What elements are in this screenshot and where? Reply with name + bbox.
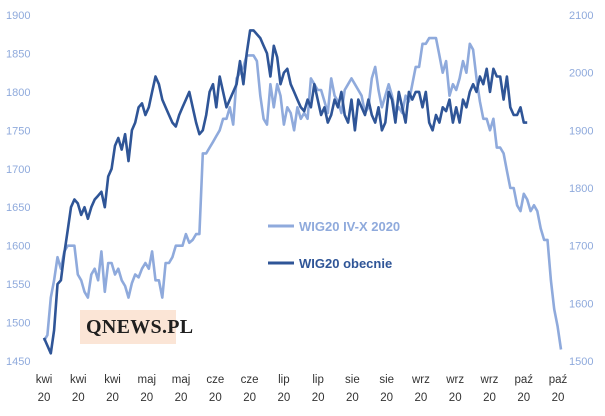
left-tick-label: 1600 xyxy=(6,241,30,253)
legend-label-series-1: WIG20 IV-X 2020 xyxy=(299,219,400,234)
legend: WIG20 IV-X 2020 WIG20 obecnie xyxy=(268,219,400,271)
left-tick-label: 1550 xyxy=(6,279,30,291)
right-tick-label: 1600 xyxy=(569,298,593,310)
left-tick-label: 1450 xyxy=(6,356,30,368)
left-tick-label: 1900 xyxy=(6,10,30,22)
x-tick-label: paź 20 xyxy=(549,374,568,404)
x-axis: kwi 20 kwi 20 kwi 20 maj 20 maj 20 cze 20 cze 20 lip 20… xyxy=(36,374,568,404)
left-tick-label: 1700 xyxy=(6,164,30,176)
x-tick-label: paź 20 xyxy=(514,374,533,404)
right-tick-label: 2000 xyxy=(569,68,593,80)
right-tick-label: 1500 xyxy=(569,356,593,368)
x-tick-label: sie 20 xyxy=(379,374,394,404)
left-tick-label: 1850 xyxy=(6,48,30,60)
right-axis: 1500 1600 1700 1800 1900 2000 2100 xyxy=(569,10,593,368)
right-tick-label: 1900 xyxy=(569,125,593,137)
right-tick-label: 1700 xyxy=(569,241,593,253)
left-tick-label: 1650 xyxy=(6,202,30,214)
right-tick-label: 2100 xyxy=(569,10,593,22)
x-tick-label: wrz 20 xyxy=(480,374,499,404)
right-tick-label: 1800 xyxy=(569,183,593,195)
series-line-wig20-obecnie xyxy=(42,29,528,355)
legend-label-series-2: WIG20 obecnie xyxy=(299,256,392,271)
logo-text-value: QNEWS.PL xyxy=(86,316,194,338)
x-tick-label: kwi 20 xyxy=(104,374,121,404)
plot-area xyxy=(42,29,563,355)
x-tick-label: cze 20 xyxy=(206,374,224,404)
x-tick-label: maj 20 xyxy=(172,374,191,404)
x-tick-label: wrz 20 xyxy=(445,374,464,404)
qnews-logo: QNEWS.PL xyxy=(80,310,193,344)
left-tick-label: 1500 xyxy=(6,318,30,330)
x-tick-label: lip 20 xyxy=(312,374,325,404)
x-tick-label: wrz 20 xyxy=(411,374,430,404)
x-tick-label: cze 20 xyxy=(241,374,259,404)
x-tick-label: lip 20 xyxy=(277,374,290,404)
left-tick-label: 1800 xyxy=(6,87,30,99)
left-tick-label: 1750 xyxy=(6,125,30,137)
x-tick-label: maj 20 xyxy=(138,374,157,404)
x-tick-label: kwi 20 xyxy=(70,374,87,404)
left-axis: 1450 1500 1550 1600 1650 1700 1750 1800 1850 1900 xyxy=(6,10,30,368)
x-tick-label: sie 20 xyxy=(345,374,360,404)
x-tick-label: kwi 20 xyxy=(36,374,53,404)
logo-text: QNEWS.PL xyxy=(86,316,193,339)
series-line-wig20-iv-x-2020 xyxy=(42,36,563,350)
